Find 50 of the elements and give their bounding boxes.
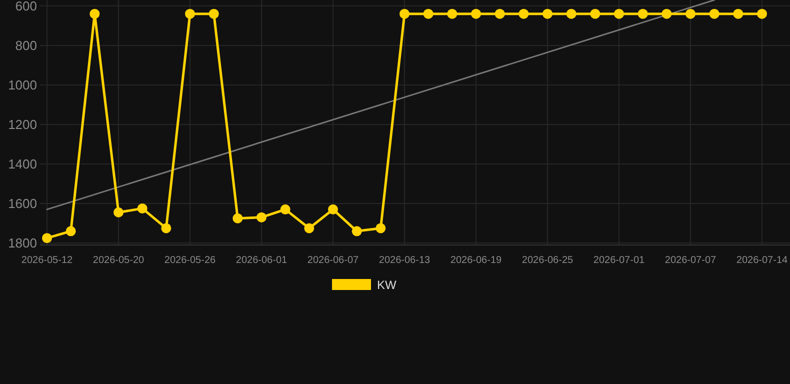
point xyxy=(376,223,386,234)
point xyxy=(208,8,219,19)
point xyxy=(280,204,290,214)
point xyxy=(709,8,720,19)
x-tick-label: 2026-05-20 xyxy=(92,255,145,266)
legend-label: KW xyxy=(377,278,398,292)
point xyxy=(66,226,76,236)
point xyxy=(328,204,338,214)
point xyxy=(423,8,434,19)
point xyxy=(232,213,243,224)
point xyxy=(90,8,100,19)
point xyxy=(733,8,744,19)
x-tick-label: 2026-05-12 xyxy=(21,255,74,266)
point xyxy=(471,8,481,19)
x-tick-label: 2026-06-25 xyxy=(522,255,574,266)
y-tick-label: 1400 xyxy=(8,156,37,172)
point xyxy=(494,8,505,19)
point xyxy=(185,8,195,19)
point xyxy=(352,226,362,236)
y-tick-label: 1600 xyxy=(8,196,37,212)
x-tick-label: 2026-06-01 xyxy=(236,255,288,266)
point xyxy=(114,207,124,218)
point xyxy=(400,8,410,19)
y-tick-label: 1000 xyxy=(8,78,37,93)
y-tick-label: 1200 xyxy=(8,117,37,132)
x-tick-label: 2026-07-01 xyxy=(593,255,646,266)
y-tick-label: 600 xyxy=(15,0,37,14)
y-tick-label: 800 xyxy=(15,38,37,53)
point xyxy=(161,223,172,234)
y-tick-label: 1800 xyxy=(8,236,37,251)
point xyxy=(447,8,458,19)
point xyxy=(614,8,624,19)
x-tick-label: 2026-07-14 xyxy=(736,255,788,266)
x-tick-label: 2026-06-19 xyxy=(450,255,502,266)
point xyxy=(137,203,148,214)
point xyxy=(566,8,576,19)
point xyxy=(304,223,314,234)
point xyxy=(256,212,266,222)
point xyxy=(518,8,529,19)
x-tick-label: 2026-07-07 xyxy=(664,255,717,266)
point xyxy=(686,8,696,19)
x-tick-label: 2026-06-07 xyxy=(307,255,360,266)
point xyxy=(757,8,767,19)
point xyxy=(42,233,52,244)
point xyxy=(662,8,672,19)
point xyxy=(638,8,648,19)
x-tick-label: 2026-06-13 xyxy=(378,255,431,266)
x-tick-label: 2026-05-26 xyxy=(164,255,216,266)
point xyxy=(542,8,552,19)
point xyxy=(590,8,600,19)
